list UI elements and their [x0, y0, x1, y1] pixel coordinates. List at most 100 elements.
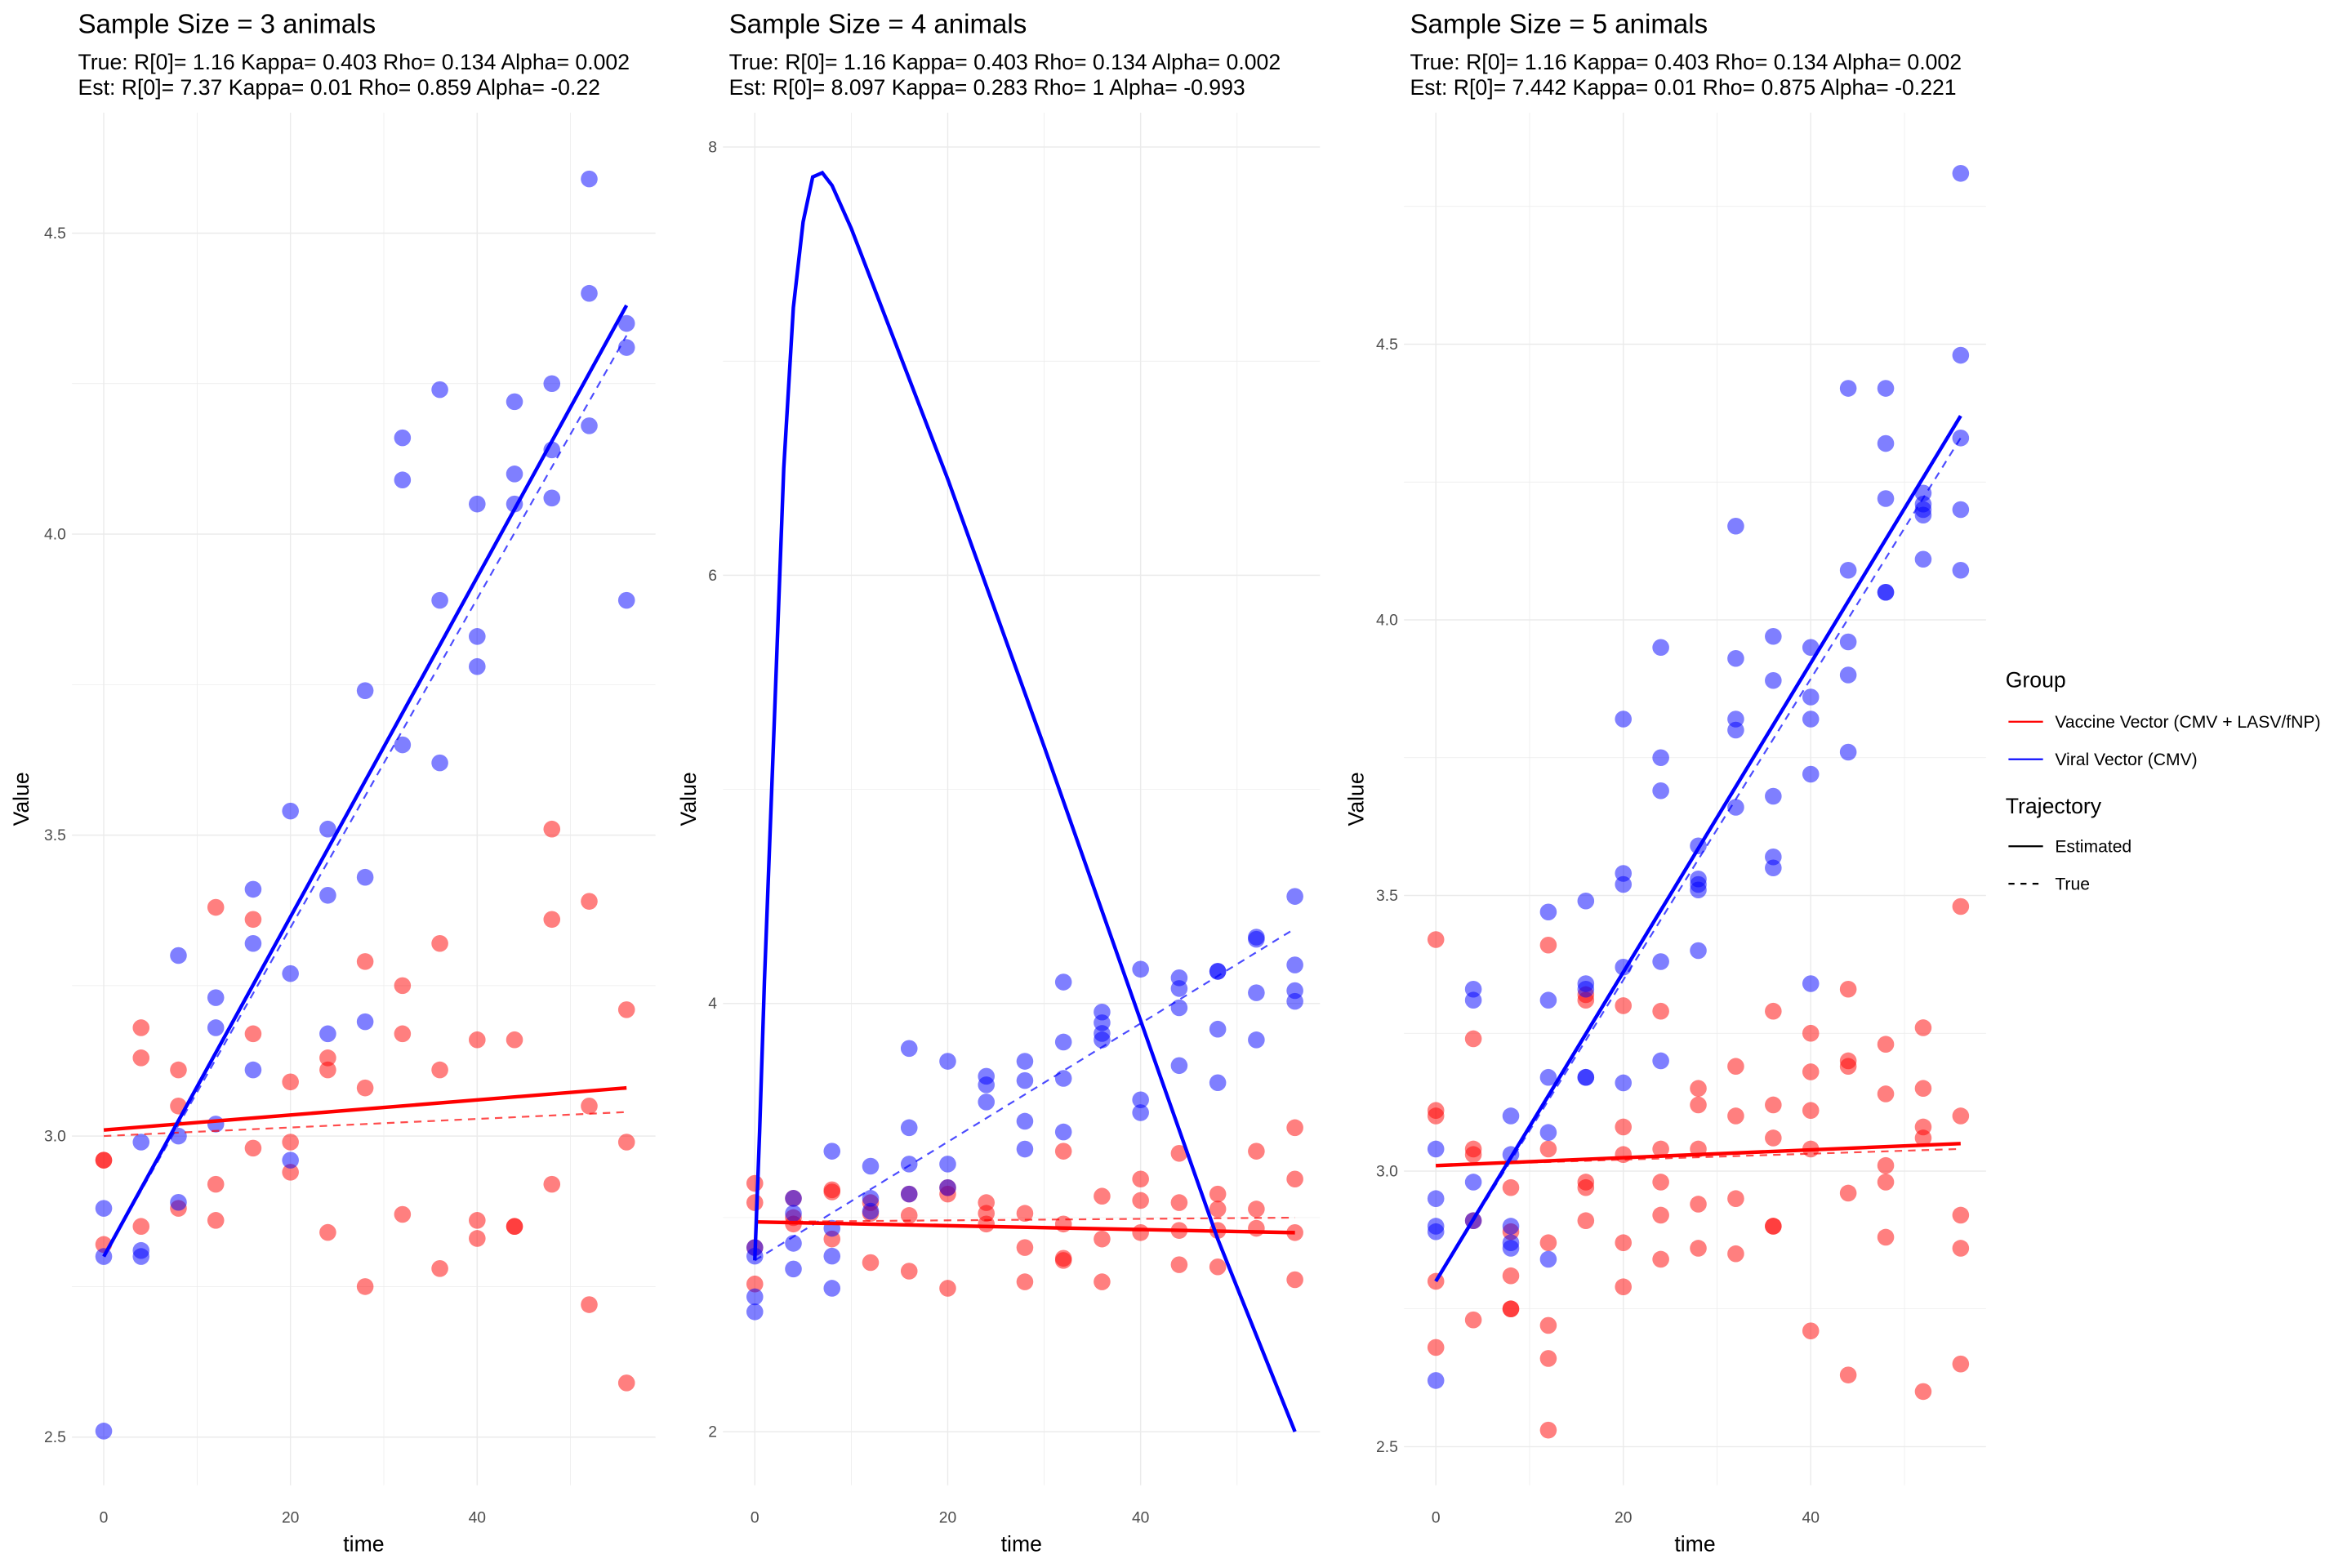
point-viral: [1539, 1068, 1557, 1086]
point-vaccine: [1877, 1156, 1895, 1174]
point-vaccine: [1577, 1212, 1595, 1229]
point-viral: [1170, 1057, 1188, 1075]
point-viral: [617, 339, 635, 356]
point-vaccine: [1427, 1339, 1445, 1356]
point-viral: [1615, 875, 1633, 893]
point-viral: [1577, 980, 1595, 998]
legend-label-estimated: Estimated: [2055, 838, 2132, 857]
point-viral: [900, 1185, 918, 1203]
y-axis-label: Value: [676, 772, 701, 826]
y-axis-label: Value: [9, 772, 33, 826]
point-vaccine: [1170, 1256, 1188, 1273]
point-vaccine: [1539, 1234, 1557, 1251]
point-vaccine: [1652, 1250, 1669, 1268]
point-vaccine: [319, 1061, 336, 1079]
point-viral: [1802, 975, 1820, 992]
point-viral: [394, 429, 412, 447]
point-viral: [1248, 984, 1265, 1001]
legend: Group Vaccine Vector (CMV + LASV/fNP) Vi…: [2006, 668, 2321, 894]
point-vaccine: [617, 1374, 635, 1392]
point-vaccine: [1248, 1200, 1265, 1218]
point-viral: [207, 1019, 225, 1036]
point-vaccine: [319, 1049, 336, 1067]
point-vaccine: [1539, 1316, 1557, 1334]
point-vaccine: [431, 934, 448, 952]
point-vaccine: [282, 1164, 299, 1181]
point-viral: [1839, 743, 1857, 761]
point-viral: [1652, 782, 1669, 800]
point-viral: [207, 989, 225, 1006]
point-viral: [319, 887, 336, 904]
x-tick-label: 0: [1432, 1510, 1441, 1527]
point-vaccine: [1727, 1107, 1744, 1125]
point-viral: [1427, 1190, 1445, 1207]
legend-label-true: True: [2055, 875, 2090, 893]
point-viral: [862, 1202, 880, 1220]
point-viral: [1132, 1091, 1149, 1109]
point-vaccine: [1839, 1184, 1857, 1202]
point-vaccine: [1727, 1245, 1744, 1263]
y-tick-label: 4.0: [1376, 612, 1398, 629]
line-vaccine-true: [755, 1216, 1295, 1223]
point-vaccine: [1652, 1174, 1669, 1191]
point-vaccine: [1952, 1240, 1970, 1257]
point-viral: [1914, 506, 1932, 524]
point-viral: [1132, 960, 1149, 978]
x-tick-label: 40: [1132, 1510, 1149, 1527]
y-tick-label: 4.5: [44, 225, 66, 243]
point-vaccine: [1502, 1178, 1520, 1196]
point-viral: [431, 381, 448, 399]
point-vaccine: [543, 820, 561, 838]
point-viral: [95, 1423, 113, 1440]
panel-subtitle-est: Est: R[0]= 7.442 Kappa= 0.01 Rho= 0.875 …: [1410, 75, 1957, 100]
point-vaccine: [1016, 1273, 1034, 1290]
point-vaccine: [1209, 1200, 1227, 1218]
x-tick-label: 0: [100, 1510, 109, 1527]
point-vaccine: [1132, 1170, 1149, 1188]
point-vaccine: [132, 1218, 150, 1236]
point-viral: [1464, 1174, 1482, 1191]
y-tick-label: 8: [708, 139, 717, 156]
point-viral: [1652, 1052, 1669, 1070]
x-tick-label: 20: [939, 1510, 956, 1527]
point-viral: [1802, 639, 1820, 657]
point-vaccine: [1952, 898, 1970, 915]
point-vaccine: [1914, 1080, 1932, 1097]
point-viral: [581, 417, 598, 434]
point-vaccine: [95, 1152, 113, 1169]
panel-subtitle-true: True: R[0]= 1.16 Kappa= 0.403 Rho= 0.134…: [78, 50, 630, 74]
point-viral: [1877, 490, 1895, 507]
y-tick-label: 3.5: [44, 827, 66, 844]
point-viral: [862, 1190, 880, 1207]
point-viral: [1502, 1218, 1520, 1235]
point-viral: [356, 868, 374, 886]
point-vaccine: [1132, 1224, 1149, 1241]
point-vaccine: [1615, 1234, 1633, 1251]
point-viral: [431, 591, 448, 609]
panel-title: Sample Size = 3 animals: [78, 10, 376, 40]
y-tick-label: 2.5: [1376, 1439, 1398, 1456]
point-viral: [900, 1040, 918, 1058]
point-viral: [900, 1156, 918, 1173]
point-viral: [862, 1157, 880, 1175]
point-vaccine: [1016, 1239, 1034, 1256]
point-vaccine: [394, 977, 412, 995]
point-vaccine: [1690, 1240, 1707, 1257]
point-viral: [1054, 1070, 1072, 1087]
point-viral: [785, 1260, 802, 1278]
point-viral: [978, 1076, 995, 1094]
point-viral: [1248, 930, 1265, 948]
point-viral: [132, 1248, 150, 1265]
point-vaccine: [356, 1278, 374, 1295]
point-viral: [244, 1061, 262, 1079]
point-viral: [170, 947, 187, 964]
point-vaccine: [1427, 1272, 1445, 1290]
point-viral: [1209, 1074, 1227, 1092]
point-vaccine: [1286, 1271, 1303, 1289]
point-viral: [785, 1190, 802, 1207]
point-vaccine: [862, 1254, 880, 1272]
point-viral: [207, 1116, 225, 1133]
line-vaccine-estimated: [1436, 1142, 1961, 1168]
point-vaccine: [746, 1275, 764, 1293]
point-vaccine: [1690, 1096, 1707, 1114]
